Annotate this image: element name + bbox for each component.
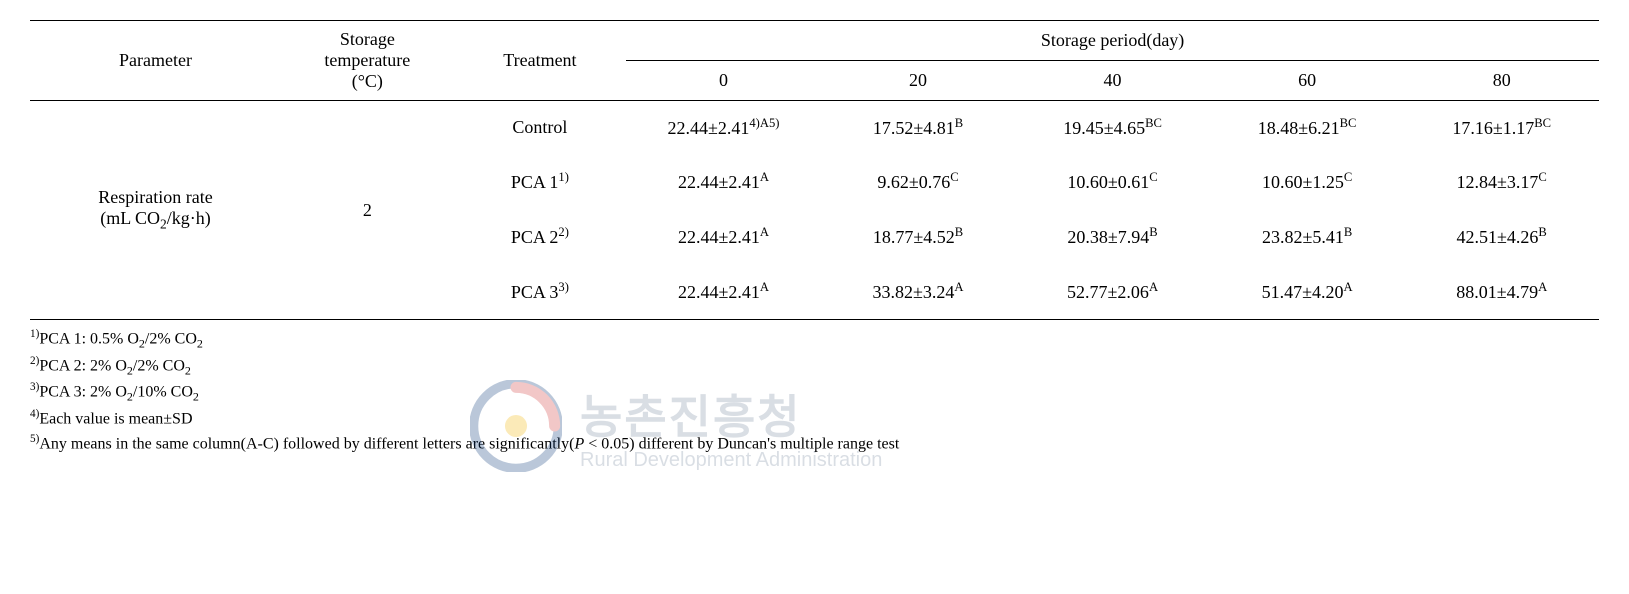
footnote-2: 2)PCA 2: 2% O2/2% CO2 <box>30 353 1599 380</box>
value-cell-day-60: 51.47±4.20A <box>1210 264 1405 320</box>
col-parameter: Parameter <box>30 21 281 101</box>
col-storage-temp: Storagetemperature(°C) <box>281 21 454 101</box>
value-cell-day-0: 22.44±2.41A <box>626 264 821 320</box>
treatment-cell: PCA 33) <box>454 264 627 320</box>
value-cell-day-40: 20.38±7.94B <box>1015 209 1210 264</box>
value-cell-day-20: 9.62±0.76C <box>821 154 1016 209</box>
value-cell-day-60: 18.48±6.21BC <box>1210 101 1405 155</box>
value-cell-day-60: 10.60±1.25C <box>1210 154 1405 209</box>
value-cell-day-20: 17.52±4.81B <box>821 101 1016 155</box>
col-day-60: 60 <box>1210 61 1405 101</box>
treatment-cell: PCA 22) <box>454 209 627 264</box>
col-treatment: Treatment <box>454 21 627 101</box>
col-day-20: 20 <box>821 61 1016 101</box>
value-cell-day-40: 19.45±4.65BC <box>1015 101 1210 155</box>
value-cell-day-80: 42.51±4.26B <box>1404 209 1599 264</box>
col-day-0: 0 <box>626 61 821 101</box>
treatment-cell: Control <box>454 101 627 155</box>
table-row: Respiration rate(mL CO2/kg·h)2Control22.… <box>30 101 1599 155</box>
value-cell-day-40: 10.60±0.61C <box>1015 154 1210 209</box>
col-day-80: 80 <box>1404 61 1599 101</box>
value-cell-day-20: 18.77±4.52B <box>821 209 1016 264</box>
footnotes: 1)PCA 1: 0.5% O2/2% CO2 2)PCA 2: 2% O2/2… <box>30 326 1599 456</box>
respiration-table: Parameter Storagetemperature(°C) Treatme… <box>30 20 1599 320</box>
storage-temp-cell: 2 <box>281 101 454 320</box>
col-day-40: 40 <box>1015 61 1210 101</box>
value-cell-day-20: 33.82±3.24A <box>821 264 1016 320</box>
parameter-cell: Respiration rate(mL CO2/kg·h) <box>30 101 281 320</box>
value-cell-day-80: 12.84±3.17C <box>1404 154 1599 209</box>
footnote-1: 1)PCA 1: 0.5% O2/2% CO2 <box>30 326 1599 353</box>
value-cell-day-0: 22.44±2.41A <box>626 209 821 264</box>
col-storage-period: Storage period(day) <box>626 21 1599 61</box>
parameter-line1: Respiration rate <box>98 187 212 207</box>
value-cell-day-60: 23.82±5.41B <box>1210 209 1405 264</box>
footnote-4: 4)Each value is mean±SD <box>30 406 1599 431</box>
value-cell-day-80: 17.16±1.17BC <box>1404 101 1599 155</box>
footnote-3: 3)PCA 3: 2% O2/10% CO2 <box>30 379 1599 406</box>
value-cell-day-0: 22.44±2.41A <box>626 154 821 209</box>
treatment-cell: PCA 11) <box>454 154 627 209</box>
parameter-line2: (mL CO2/kg·h) <box>100 208 211 228</box>
value-cell-day-40: 52.77±2.06A <box>1015 264 1210 320</box>
value-cell-day-80: 88.01±4.79A <box>1404 264 1599 320</box>
footnote-5: 5)Any means in the same column(A-C) foll… <box>30 431 1599 456</box>
value-cell-day-0: 22.44±2.414)A5) <box>626 101 821 155</box>
